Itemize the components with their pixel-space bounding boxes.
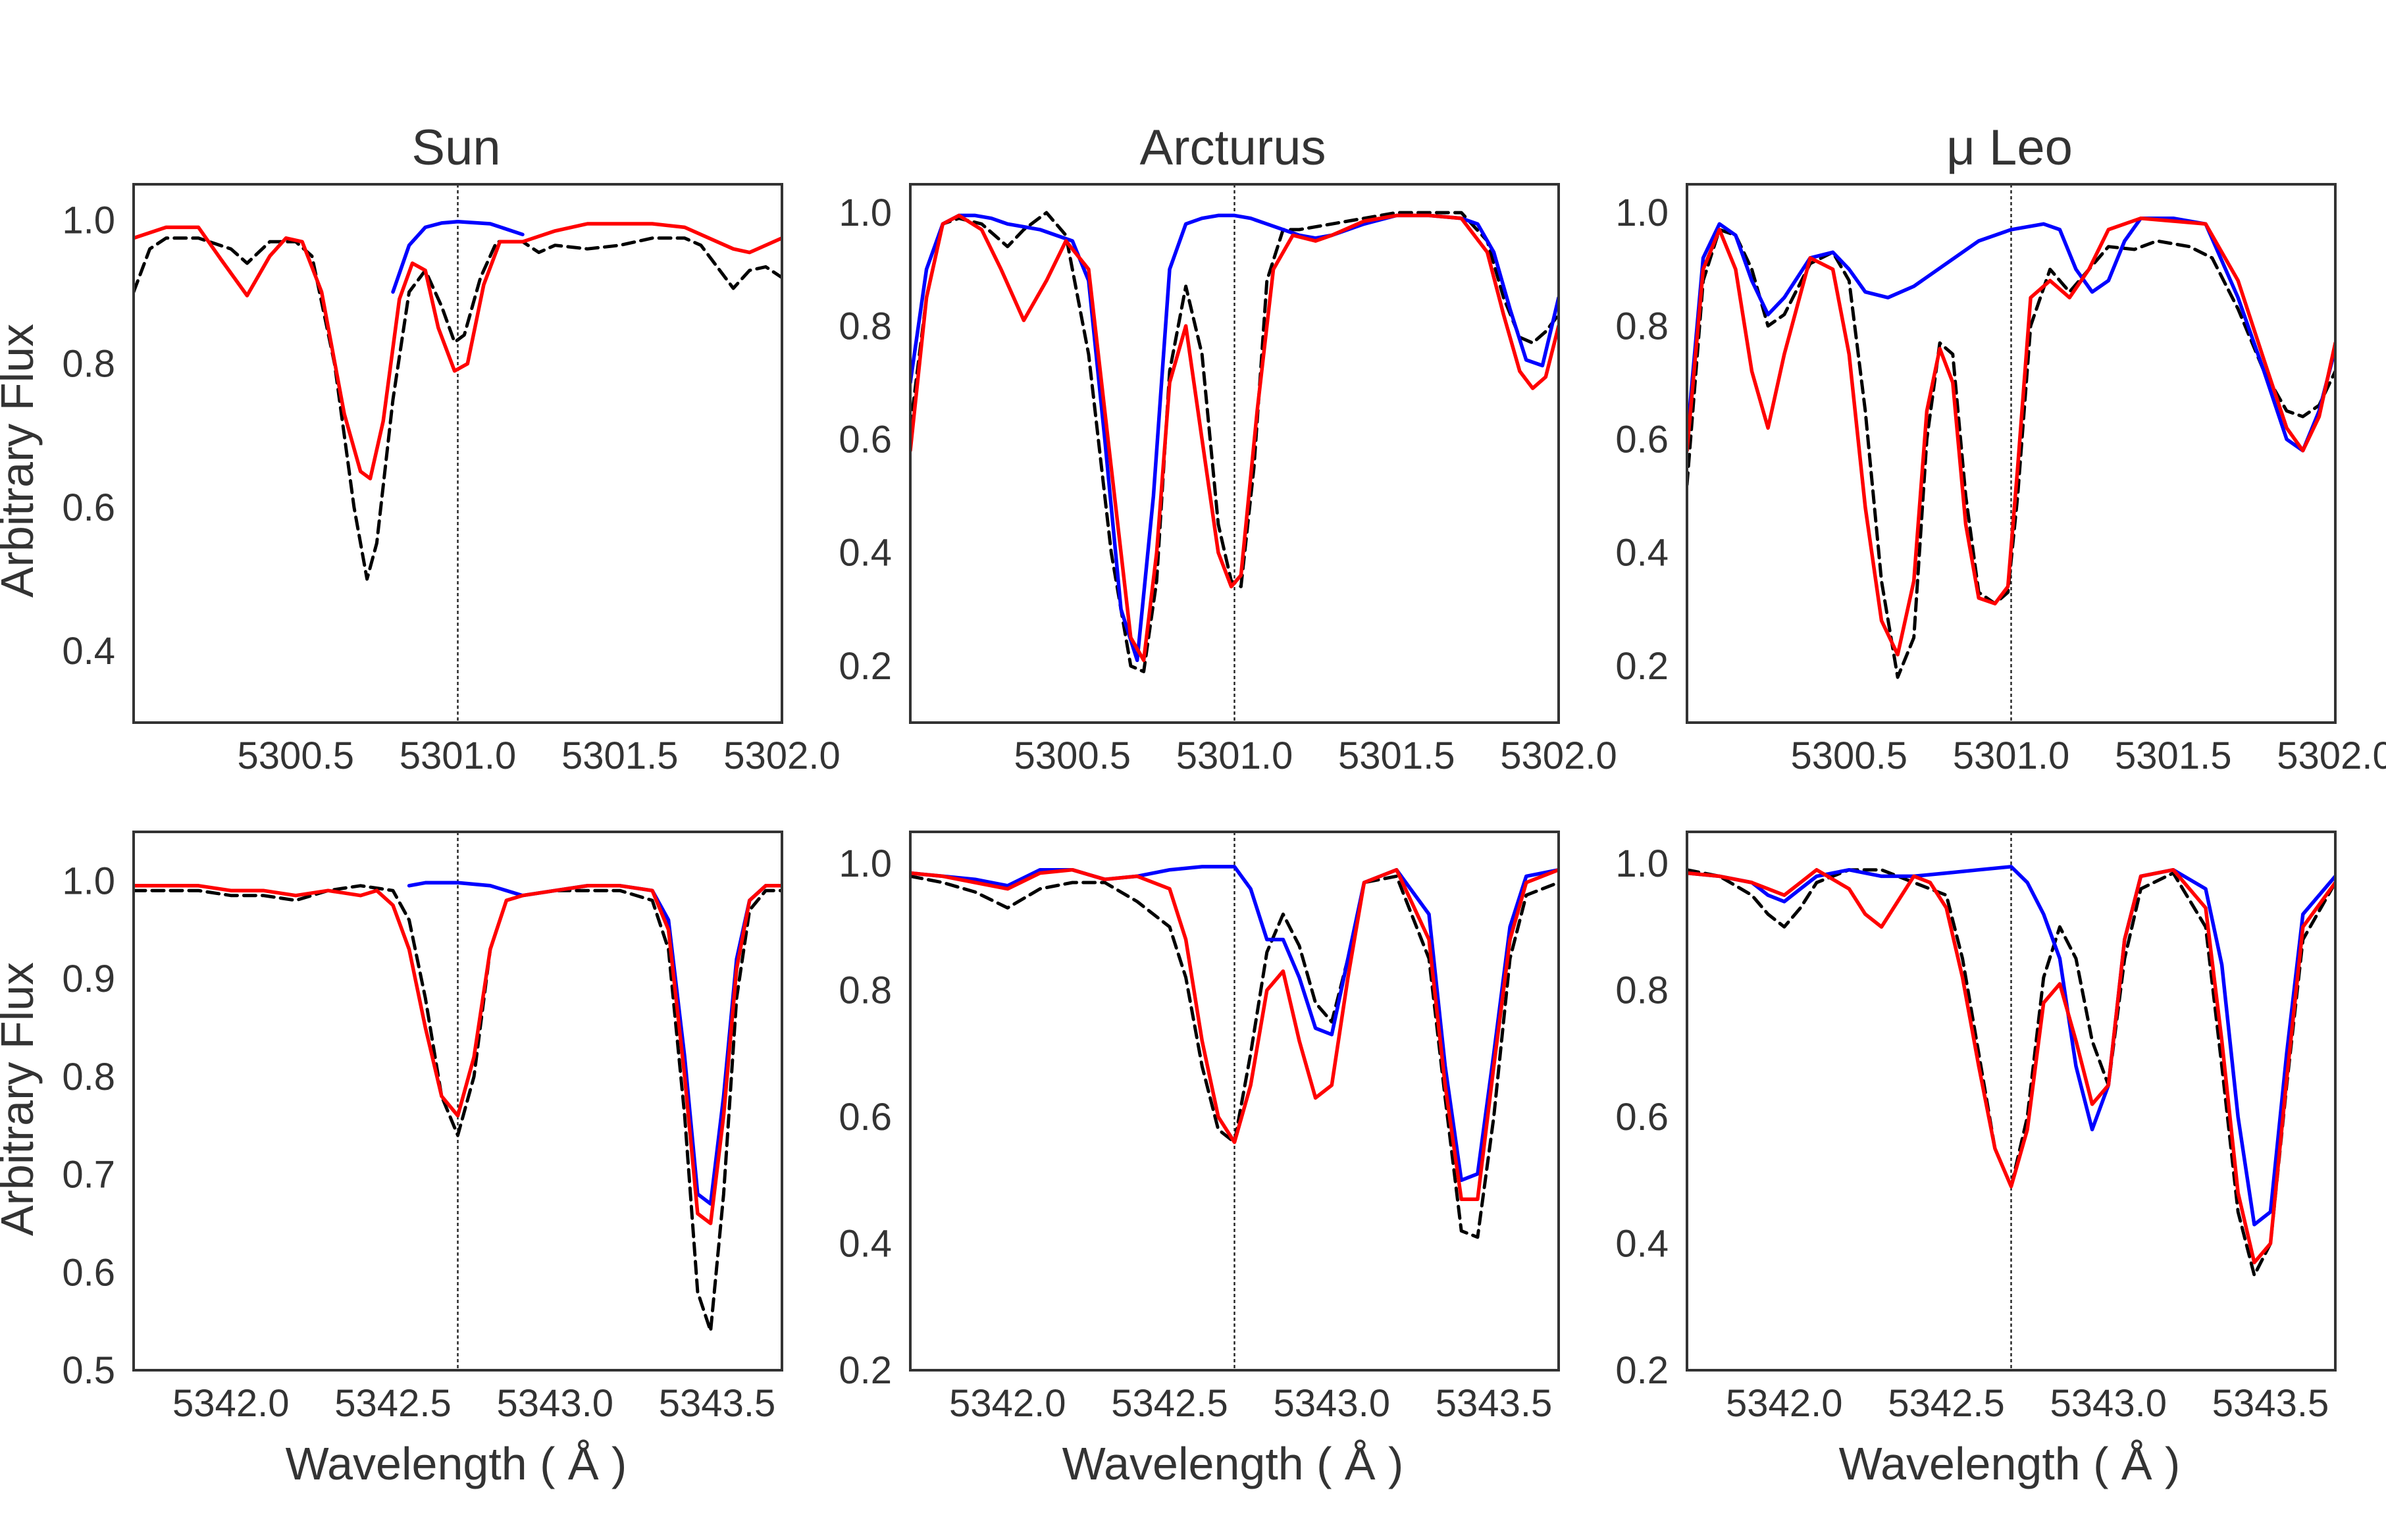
series-line-model-with [910,867,1559,1201]
axes-frame [132,183,783,724]
y-tick-label: 1.0 [839,842,892,885]
series-group [1687,216,2335,679]
y-tick-label: 0.8 [1615,969,1669,1012]
series-line-observed [134,236,782,581]
panels: 5300.5 5301.0 5301.5 5302.00.40.60.81.05300… [62,183,2386,1425]
x-tick-label: 5301.0 [1953,734,2069,777]
x-tick-label: 5300.5 [1791,734,1907,777]
series-line-model-with [1687,216,2335,657]
y-tick-label: 0.6 [1615,1096,1669,1139]
x-tick-label: 5342.5 [334,1382,451,1425]
x-tick-label: 5302.0 [723,734,840,777]
x-tick-label: 5342.5 [1888,1382,2004,1425]
x-tick-label: 5301.5 [561,734,678,777]
x-tick-label: 5300.5 [238,734,354,777]
panel-arcturus-bottom: 5342.0 5342.5 5343.0 5343.5 0.2 0.4 0.6 0.8 1.0 [839,831,1560,1425]
y-tick-label: 0.4 [1615,532,1669,575]
y-tick-label: 1.0 [839,192,892,234]
x-tick-label: 5343.0 [2050,1382,2167,1425]
x-axis-label-arcturus: Wavelength ( Å ) [1062,1438,1404,1489]
y-tick-label: 1.0 [1615,842,1669,885]
axes-frame [909,831,1560,1372]
y-tick-label: 1.0 [62,860,115,902]
y-tick-label: 0.9 [62,958,115,1000]
y-tick-label: 0.5 [62,1349,115,1392]
series-line-model-without [391,219,525,294]
y-tick-label: 0.7 [62,1154,115,1196]
series-group [1687,865,2335,1277]
x-tick-label: 5343.5 [659,1382,775,1425]
panel-title-sun: Sun [411,120,500,176]
x-tick-label: 5343.5 [2212,1382,2329,1425]
y-tick-label: 0.6 [839,418,892,461]
series-line-observed [134,884,782,1333]
series-line-observed [910,874,1559,1239]
y-tick-label: 0.8 [839,969,892,1012]
series-line-model-with [134,222,782,480]
panel-sun-top: 5300.5 5301.0 5301.5 5302.0 0.4 0.6 0.8 1.0 [62,183,841,777]
y-tick-label: 0.4 [62,630,115,673]
series-line-model-with [134,884,782,1225]
x-tick-label: 5302.0 [1500,734,1617,777]
y-tick-label: 0.2 [839,645,892,688]
y-axis-label-bottom: Arbitrary Flux [0,962,43,1236]
y-tick-label: 0.2 [839,1349,892,1392]
x-tick-label: 5300.5 [1014,734,1131,777]
y-tick-label: 0.8 [62,343,115,386]
x-tick-label: 5342.0 [172,1382,289,1425]
series-line-model-with [910,213,1559,663]
x-tick-label: 5342.0 [1726,1382,1842,1425]
panel-title-mu-leo: μ Leo [1946,120,2073,176]
x-tick-label: 5343.0 [497,1382,613,1425]
y-tick-label: 0.6 [62,486,115,529]
panel-title-arcturus: Arcturus [1140,120,1326,176]
series-line-model-without [1687,865,2335,1227]
x-tick-label: 5342.0 [949,1382,1066,1425]
series-group [910,211,1559,673]
y-tick-label: 0.8 [1615,305,1669,347]
axes-frame [909,183,1560,724]
panel-mu-leo-bottom: 5342.0 5342.5 5343.0 5343.5 0.2 0.4 0.6 0.8 1.0 [1615,831,2337,1425]
y-tick-label: 0.4 [1615,1223,1669,1266]
y-axis-label-top: Arbitrary Flux [0,324,43,598]
y-tick-label: 0.8 [839,305,892,347]
y-tick-label: 0.4 [839,1223,892,1266]
series-line-model-with [1687,867,2335,1265]
series-line-observed [1687,868,2335,1277]
x-axis-label-sun: Wavelength ( Å ) [286,1438,627,1489]
axes-frame [132,831,783,1372]
y-tick-label: 1.0 [62,199,115,242]
y-tick-label: 0.2 [1615,645,1669,688]
panel-arcturus-top: 5300.5 5301.0 5301.5 5302.0 0.2 0.4 0.6 0.8 1.0 [839,183,1617,777]
axes-frame [1686,831,2337,1372]
series-group [910,865,1559,1239]
y-tick-label: 0.8 [62,1056,115,1098]
panel-sun-bottom: 5342.0 5342.5 5343.0 5343.5 0.5 0.6 0.7 0.8 0.9 1… [62,831,783,1425]
x-tick-label: 5301.5 [1338,734,1455,777]
x-tick-label: 5342.5 [1111,1382,1228,1425]
axes-frame [1686,183,2337,724]
x-axis-label-mu-leo: Wavelength ( Å ) [1839,1438,2181,1489]
x-tick-label: 5301.0 [1176,734,1293,777]
y-tick-label: 0.2 [1615,1349,1669,1392]
series-line-model-without [1687,216,2335,453]
series-group [134,219,782,581]
y-tick-label: 0.6 [1615,418,1669,461]
x-tick-label: 5343.0 [1274,1382,1390,1425]
x-tick-label: 5302.0 [2277,734,2386,777]
x-tick-label: 5301.5 [2115,734,2231,777]
panel-mu-leo-top: 5300.5 5301.0 5301.5 5302.0 0.2 0.4 0.6 0.8 1.0 [1615,183,2386,777]
series-group [134,881,782,1333]
y-tick-label: 0.6 [839,1096,892,1139]
x-tick-label: 5301.0 [400,734,516,777]
y-tick-label: 0.4 [839,532,892,575]
x-tick-label: 5343.5 [1436,1382,1552,1425]
y-tick-label: 1.0 [1615,192,1669,234]
y-tick-label: 0.6 [62,1251,115,1294]
